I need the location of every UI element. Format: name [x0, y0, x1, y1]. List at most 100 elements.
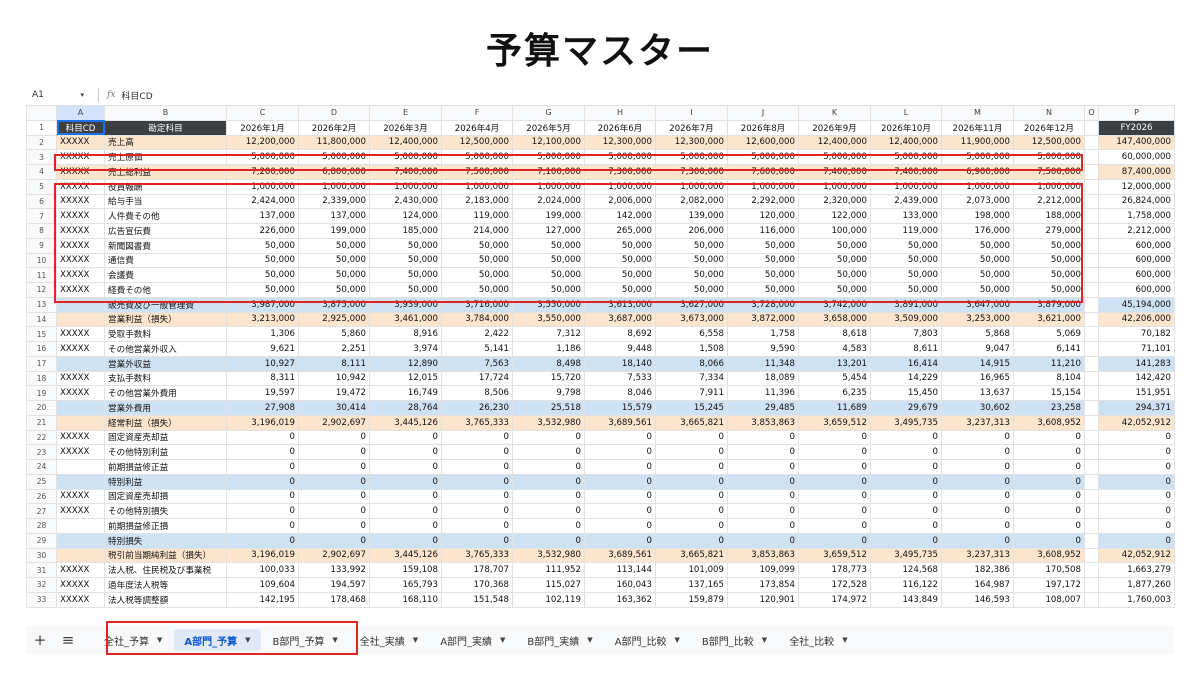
- sheet-tab[interactable]: 全社_実績 ▼: [350, 629, 428, 651]
- value-cell[interactable]: 11,900,000: [941, 134, 1014, 151]
- value-cell[interactable]: 111,952: [512, 562, 585, 578]
- account-name-cell[interactable]: 人件費その他: [104, 208, 227, 224]
- row-number[interactable]: 31: [26, 562, 57, 578]
- value-cell[interactable]: 119,000: [870, 223, 942, 239]
- account-code-cell[interactable]: XXXXX: [56, 178, 105, 195]
- value-cell[interactable]: 12,400,000: [369, 134, 442, 151]
- value-cell[interactable]: 0: [870, 518, 942, 534]
- value-cell[interactable]: 8,506: [441, 385, 513, 401]
- value-cell[interactable]: 11,396: [727, 385, 799, 401]
- total-cell[interactable]: 294,371: [1098, 400, 1175, 416]
- account-code-cell[interactable]: [56, 311, 105, 328]
- value-cell[interactable]: 2,292,000: [727, 193, 799, 210]
- account-code-cell[interactable]: XXXXX: [56, 385, 105, 401]
- value-cell[interactable]: 0: [870, 473, 942, 490]
- account-name-cell[interactable]: 営業外費用: [104, 400, 227, 416]
- value-cell[interactable]: 2,024,000: [512, 193, 585, 210]
- value-cell[interactable]: 25,518: [512, 400, 585, 416]
- value-cell[interactable]: 120,901: [727, 591, 799, 608]
- value-cell[interactable]: 5,000,000: [727, 149, 799, 165]
- value-cell[interactable]: 0: [941, 459, 1014, 475]
- column-header[interactable]: B: [104, 105, 227, 121]
- value-cell[interactable]: 5,000,000: [369, 149, 442, 165]
- row-number[interactable]: 2: [26, 134, 57, 151]
- caret-down-icon[interactable]: ▼: [500, 636, 506, 644]
- value-cell[interactable]: 30,602: [941, 400, 1014, 416]
- header-cell-month[interactable]: 2026年6月: [584, 119, 656, 136]
- caret-down-icon[interactable]: ▼: [157, 636, 163, 644]
- sheet-tab[interactable]: 全社_予算 ▼: [94, 629, 172, 651]
- row-number[interactable]: 30: [26, 547, 57, 564]
- value-cell[interactable]: 113,144: [584, 562, 656, 578]
- value-cell[interactable]: 1,000,000: [1013, 178, 1085, 195]
- row-number[interactable]: 14: [26, 311, 57, 328]
- value-cell[interactable]: 3,659,512: [798, 547, 871, 564]
- value-cell[interactable]: 9,590: [727, 341, 799, 357]
- row-number[interactable]: 3: [26, 149, 57, 165]
- empty-cell[interactable]: [1084, 429, 1099, 446]
- value-cell[interactable]: 10,942: [298, 370, 370, 387]
- column-header[interactable]: F: [441, 105, 513, 121]
- value-cell[interactable]: 50,000: [226, 252, 299, 269]
- row-number[interactable]: 4: [26, 164, 57, 180]
- value-cell[interactable]: 2,422: [441, 326, 513, 342]
- row-number[interactable]: 28: [26, 518, 57, 534]
- column-header[interactable]: D: [298, 105, 370, 121]
- sheet-tab[interactable]: B部門_実績 ▼: [517, 629, 602, 651]
- row-number[interactable]: 13: [26, 296, 57, 313]
- row-number[interactable]: 6: [26, 193, 57, 210]
- value-cell[interactable]: 0: [655, 532, 728, 549]
- value-cell[interactable]: 50,000: [655, 282, 728, 298]
- caret-down-icon[interactable]: ▼: [842, 636, 848, 644]
- value-cell[interactable]: 0: [584, 473, 656, 490]
- value-cell[interactable]: 5,000,000: [512, 149, 585, 165]
- account-name-cell[interactable]: 税引前当期純利益（損失）: [104, 547, 227, 564]
- value-cell[interactable]: 50,000: [727, 267, 799, 283]
- value-cell[interactable]: 50,000: [798, 267, 871, 283]
- value-cell[interactable]: 3,665,821: [655, 547, 728, 564]
- value-cell[interactable]: 109,604: [226, 577, 299, 593]
- value-cell[interactable]: 7,803: [870, 326, 942, 342]
- value-cell[interactable]: 0: [584, 518, 656, 534]
- value-cell[interactable]: 0: [584, 503, 656, 519]
- value-cell[interactable]: 159,879: [655, 591, 728, 608]
- caret-down-icon[interactable]: ▼: [332, 636, 338, 644]
- header-cell-month[interactable]: 2026年7月: [655, 119, 728, 136]
- value-cell[interactable]: 50,000: [226, 282, 299, 298]
- value-cell[interactable]: 1,000,000: [298, 178, 370, 195]
- value-cell[interactable]: 0: [369, 429, 442, 446]
- account-code-cell[interactable]: XXXXX: [56, 503, 105, 519]
- menu-icon[interactable]: ≡: [61, 631, 75, 649]
- account-code-cell[interactable]: XXXXX: [56, 223, 105, 239]
- value-cell[interactable]: 5,000,000: [655, 149, 728, 165]
- column-header[interactable]: N: [1013, 105, 1085, 121]
- header-cell-month[interactable]: 2026年12月: [1013, 119, 1085, 136]
- value-cell[interactable]: 0: [798, 488, 871, 505]
- value-cell[interactable]: 50,000: [298, 252, 370, 269]
- value-cell[interactable]: 7,334: [655, 370, 728, 387]
- value-cell[interactable]: 3,237,313: [941, 414, 1014, 431]
- account-name-cell[interactable]: その他営業外費用: [104, 385, 227, 401]
- value-cell[interactable]: 0: [441, 473, 513, 490]
- value-cell[interactable]: 0: [441, 518, 513, 534]
- empty-cell[interactable]: [1084, 414, 1099, 431]
- value-cell[interactable]: 6,235: [798, 385, 871, 401]
- total-cell[interactable]: 0: [1098, 532, 1175, 549]
- account-code-cell[interactable]: [56, 414, 105, 431]
- value-cell[interactable]: 2,006,000: [584, 193, 656, 210]
- value-cell[interactable]: 1,000,000: [584, 178, 656, 195]
- value-cell[interactable]: 50,000: [584, 237, 656, 254]
- value-cell[interactable]: 3,687,000: [584, 311, 656, 328]
- row-number[interactable]: 9: [26, 237, 57, 254]
- empty-cell[interactable]: [1084, 237, 1099, 254]
- column-header[interactable]: K: [798, 105, 871, 121]
- value-cell[interactable]: 50,000: [870, 237, 942, 254]
- account-name-cell[interactable]: 営業外収益: [104, 355, 227, 372]
- value-cell[interactable]: 3,765,333: [441, 547, 513, 564]
- value-cell[interactable]: 5,860: [298, 326, 370, 342]
- value-cell[interactable]: 15,245: [655, 400, 728, 416]
- row-number[interactable]: 7: [26, 208, 57, 224]
- value-cell[interactable]: 50,000: [441, 282, 513, 298]
- value-cell[interactable]: 0: [584, 444, 656, 460]
- account-name-cell[interactable]: 役員報酬: [104, 178, 227, 195]
